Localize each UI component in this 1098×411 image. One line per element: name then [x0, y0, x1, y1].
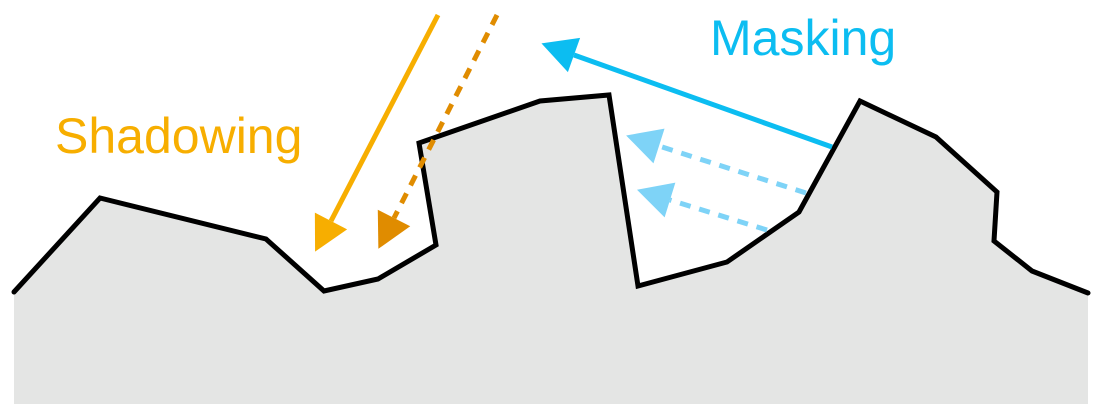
masking-blocked-ray-upper	[626, 128, 807, 196]
shadowing-label: Shadowing	[55, 108, 302, 164]
shadowing-incident-ray	[314, 13, 441, 252]
masking-blocked-ray-lower	[636, 182, 768, 233]
masking-label: Masking	[710, 10, 896, 66]
masking-outgoing-ray	[541, 37, 833, 150]
surface-profile-line	[11, 92, 1091, 296]
rough-surface	[14, 95, 1088, 404]
shadowing-blocked-ray	[377, 13, 500, 249]
